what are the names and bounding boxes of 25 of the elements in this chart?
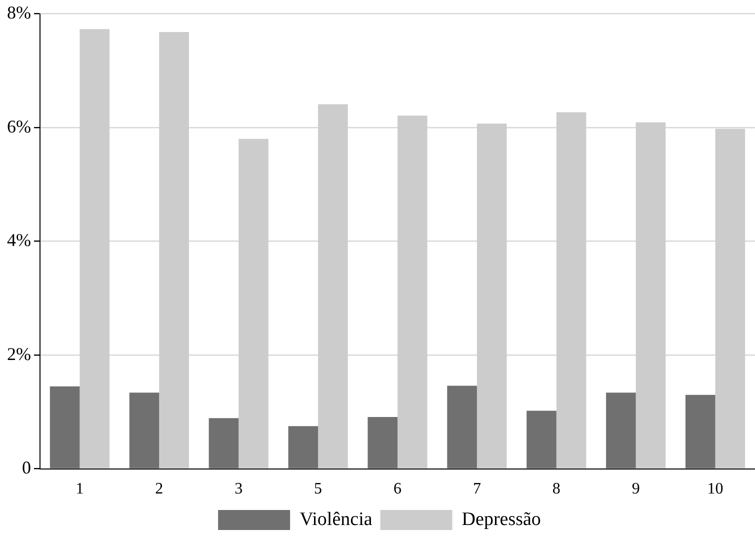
x-tick-label: 6 [393,480,402,498]
bar [288,426,318,468]
y-tick-label: 4% [6,230,31,250]
legend-label: Violência [300,508,373,530]
y-tick-label: 6% [6,116,31,136]
bar [447,386,477,468]
y-tick-label: 8% [6,2,31,23]
bar [685,394,716,468]
x-tick-label: 9 [632,480,640,498]
x-tick-label: 10 [707,480,724,498]
bar [368,417,398,468]
x-tick-label: 8 [552,480,560,498]
legend-label: Depressão [462,508,541,530]
y-tick-label: 0 [22,458,31,478]
bar [129,392,160,468]
bar [50,386,80,468]
x-tick-label: 2 [155,480,164,498]
y-tick-label: 2% [6,344,31,364]
x-tick-label: 5 [314,480,322,498]
x-tick-label: 1 [76,480,84,498]
x-tick-label: 3 [234,480,243,498]
x-tick-label: 7 [472,480,481,498]
bar [208,418,239,468]
bar [606,392,636,468]
bar [526,410,556,468]
